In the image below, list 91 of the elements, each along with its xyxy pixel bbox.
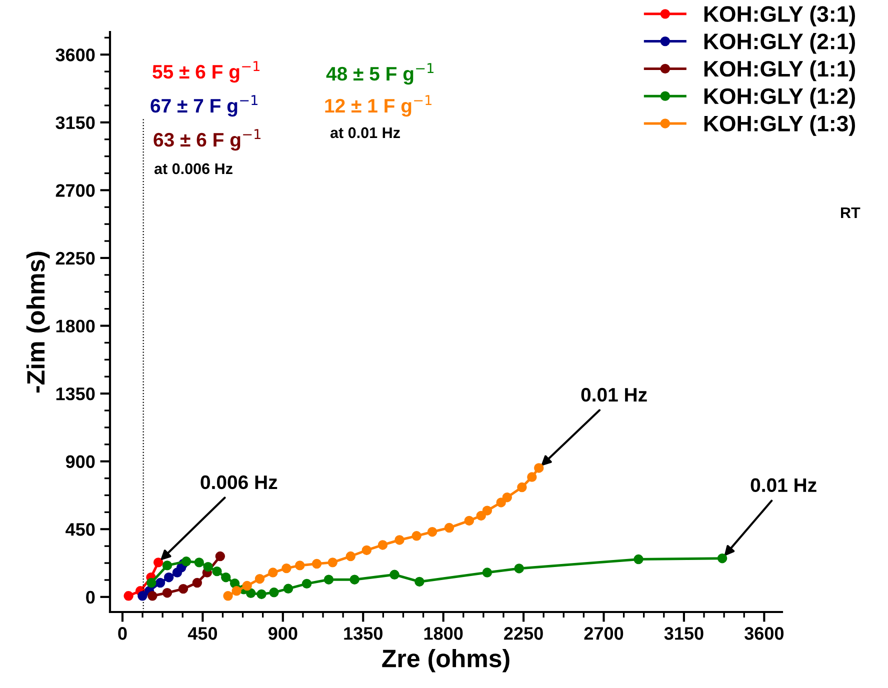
point <box>283 584 294 594</box>
point <box>378 540 388 550</box>
y-tick-label: 0 <box>86 590 95 604</box>
x-tick-label: 3150 <box>664 627 704 640</box>
point <box>194 558 204 568</box>
annotation: at 0.006 Hz <box>154 163 232 174</box>
point <box>232 586 242 596</box>
point <box>294 560 305 570</box>
point <box>302 578 312 589</box>
y-tick-label: 3600 <box>56 48 95 62</box>
annotation: at 0.01 Hz <box>330 127 400 138</box>
point <box>138 591 148 601</box>
point <box>242 580 252 591</box>
point <box>215 551 226 562</box>
point <box>634 554 644 564</box>
point <box>212 566 222 576</box>
text: RT <box>841 207 860 218</box>
point <box>527 472 537 482</box>
point <box>181 556 192 566</box>
y-tick-label: 2250 <box>56 252 95 265</box>
point <box>162 560 172 570</box>
point <box>514 564 524 574</box>
y-tick-label: 1800 <box>56 320 95 332</box>
x-tick-label: 0 <box>118 627 127 640</box>
annotation: 0.01 Hz <box>750 478 816 492</box>
point <box>246 588 256 598</box>
x-tick-label: 2700 <box>584 627 624 640</box>
x-tick-label: 3600 <box>744 627 784 640</box>
y-tick-label: 2700 <box>56 184 95 197</box>
legend-label: KOH:GLY (1:2) <box>704 88 855 108</box>
annotation: 63 ± 6 F g$^{−1}$ <box>154 129 260 151</box>
point <box>254 574 265 584</box>
point <box>153 558 164 568</box>
legend-label: KOH:GLY (1:1) <box>704 60 855 82</box>
annotation: 48 ± 5 F g$^{−1}$ <box>326 63 434 85</box>
y-tick-label: 450 <box>66 523 95 536</box>
point <box>256 589 266 600</box>
point <box>496 498 506 508</box>
point <box>390 570 400 580</box>
point <box>146 578 156 588</box>
annotation: 0.006 Hz <box>200 475 278 490</box>
x-tick-label: 2250 <box>504 627 543 640</box>
point <box>502 492 512 502</box>
point <box>148 591 158 601</box>
x-tick-label: 1350 <box>344 627 382 640</box>
annotation: 67 ± 7 F g$^{−1}$ <box>150 95 258 117</box>
point <box>221 572 231 582</box>
legend-label: KOH:GLY (3:1) <box>704 6 855 26</box>
legend-label: KOH:GLY (1:3) <box>704 115 855 136</box>
point <box>223 591 233 601</box>
y-axis-title: -Zim (ohms) <box>26 252 50 393</box>
legend-label: KOH:GLY (2:1) <box>704 32 855 54</box>
point <box>717 554 728 564</box>
point <box>124 591 134 601</box>
x-axis-title: Zre (ohms) <box>382 648 510 672</box>
x-tick-label: 900 <box>268 627 298 640</box>
point <box>203 562 213 572</box>
point <box>312 558 322 569</box>
point <box>268 568 278 578</box>
point <box>155 578 166 588</box>
point <box>482 568 492 578</box>
point <box>328 558 338 568</box>
point <box>444 522 454 533</box>
y-tick-label: 3150 <box>56 116 95 130</box>
point <box>178 584 188 594</box>
point <box>464 516 474 526</box>
point <box>412 531 422 541</box>
annotation: 0.01 Hz <box>581 388 647 402</box>
point <box>476 510 486 521</box>
point <box>230 578 240 588</box>
point <box>427 526 438 537</box>
point <box>394 535 404 545</box>
point <box>162 588 172 598</box>
point <box>324 574 334 584</box>
point <box>350 574 360 584</box>
y-tick-label: 1350 <box>56 387 95 400</box>
annotation: 55 ± 6 F g$^{−1}$ <box>152 61 260 83</box>
point <box>346 551 356 562</box>
annotation: 12 ± 1 F g$^{−1}$ <box>325 95 432 117</box>
point <box>362 545 372 556</box>
x-tick-label: 450 <box>188 627 218 640</box>
point <box>534 463 544 473</box>
point <box>517 482 527 492</box>
point <box>164 572 174 582</box>
x-tick-label: 1800 <box>424 627 463 640</box>
y-tick-label: 900 <box>66 455 95 468</box>
point <box>269 588 279 598</box>
point <box>192 578 202 588</box>
point <box>414 576 424 587</box>
point <box>282 563 292 574</box>
point <box>482 506 492 516</box>
